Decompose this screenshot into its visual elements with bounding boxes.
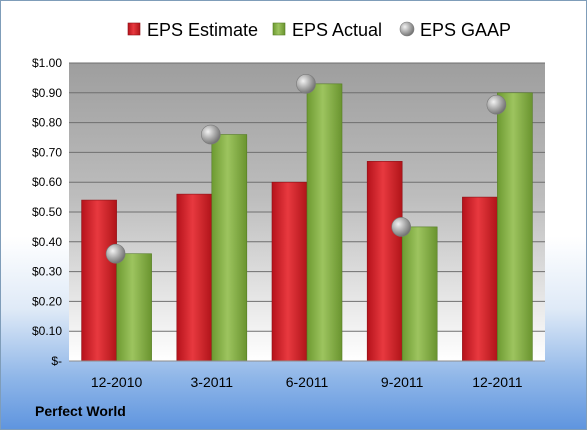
bar-eps-estimate: [176, 193, 213, 362]
y-tick-label: $0.80: [32, 116, 62, 130]
y-axis-tick-labels: $- $0.10 $0.20 $0.30 $0.40 $0.50 $0.60 $0.70 $0.…: [32, 56, 62, 368]
legend-label: EPS GAAP: [420, 20, 511, 40]
marker-eps-gaap: [105, 243, 126, 264]
bars: [81, 83, 533, 362]
y-tick-label: $1.00: [32, 56, 62, 70]
y-tick-label: $0.30: [32, 265, 62, 279]
company-name: Perfect World: [35, 403, 126, 419]
bar-eps-estimate: [366, 161, 403, 362]
x-tick-label: 9-2011: [381, 374, 424, 390]
legend-label: EPS Actual: [292, 20, 382, 40]
y-tick-label: $0.60: [32, 175, 62, 189]
legend-swatch: [399, 21, 415, 37]
gaap-markers: [105, 74, 507, 264]
marker-eps-gaap: [201, 124, 221, 145]
bar-eps-actual: [306, 83, 343, 362]
bar-eps-actual: [211, 134, 248, 362]
legend-label: EPS Estimate: [147, 20, 258, 40]
bar-eps-estimate: [462, 196, 498, 362]
y-tick-label: $0.20: [32, 294, 62, 308]
y-tick-label: $0.50: [32, 205, 62, 219]
x-axis-tick-labels: 12-2010 3-2011 6-2011 9-2011 12-2011: [91, 374, 523, 390]
y-tick-label: $0.90: [32, 86, 62, 100]
x-tick-label: 12-2011: [472, 374, 523, 390]
bar-eps-estimate: [81, 199, 117, 362]
x-tick-label: 3-2011: [191, 374, 234, 390]
marker-eps-gaap: [296, 74, 316, 94]
y-tick-label: $0.40: [32, 235, 62, 249]
y-tick-label: $0.10: [32, 324, 62, 338]
bar-eps-actual: [497, 92, 533, 362]
x-tick-label: 12-2010: [91, 374, 143, 390]
y-tick-label: $-: [51, 354, 62, 368]
marker-eps-gaap: [486, 94, 507, 115]
x-tick-label: 6-2011: [286, 374, 329, 390]
bar-eps-estimate: [271, 181, 308, 362]
bar-eps-actual: [401, 226, 438, 362]
bar-eps-actual: [116, 253, 152, 362]
legend-swatch: [272, 22, 286, 36]
y-tick-label: $0.70: [32, 145, 62, 159]
legend-swatch: [127, 22, 141, 36]
marker-eps-gaap: [391, 217, 412, 237]
chart-legend: EPS Estimate EPS Actual EPS GAAP: [127, 20, 511, 40]
